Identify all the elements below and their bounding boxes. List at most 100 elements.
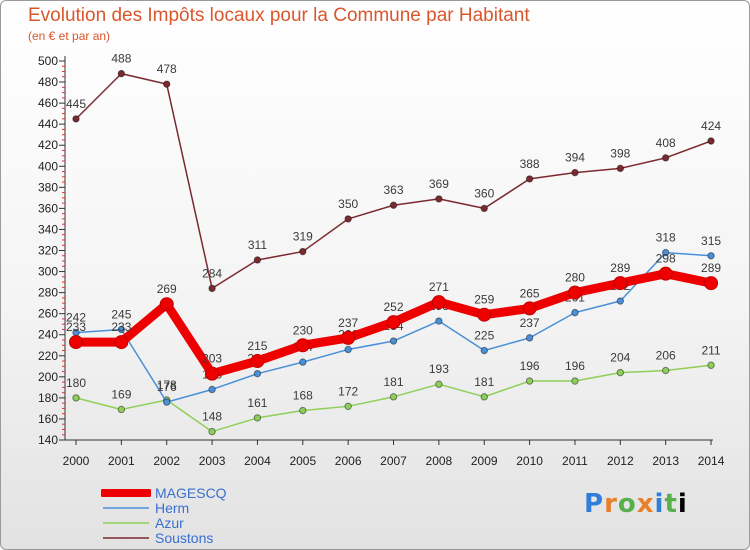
y-tick-label: 220: [38, 349, 58, 363]
point-soustons: [435, 195, 443, 203]
point-azur: [72, 394, 80, 402]
x-tick-label: 2002: [153, 454, 180, 468]
x-tick-label: 2014: [698, 454, 725, 468]
y-tick-label: 260: [38, 307, 58, 321]
x-tick-label: 2007: [380, 454, 407, 468]
x-tick-label: 2009: [471, 454, 498, 468]
data-label-soustons: 284: [202, 266, 222, 280]
y-tick-label: 460: [38, 96, 58, 110]
data-label-magescq: 289: [610, 261, 630, 275]
legend-label-herm: Herm: [155, 500, 190, 516]
point-magescq: [658, 266, 673, 281]
data-label-magescq: 280: [565, 271, 585, 285]
data-label-magescq: 203: [202, 352, 222, 366]
point-magescq: [386, 315, 401, 330]
x-tick-label: 2003: [199, 454, 226, 468]
point-magescq: [613, 276, 628, 291]
x-tick-label: 2006: [335, 454, 362, 468]
point-soustons: [208, 284, 216, 293]
legend-label-soustons: Soustons: [155, 530, 214, 546]
y-tick-label: 360: [38, 201, 58, 215]
data-label-magescq: 271: [429, 280, 449, 294]
point-magescq: [69, 335, 83, 350]
data-label-azur: 206: [656, 349, 676, 363]
data-label-soustons: 424: [701, 119, 721, 133]
point-herm: [117, 325, 126, 334]
y-tick-label: 500: [38, 54, 58, 68]
data-label-herm: 225: [474, 329, 494, 343]
data-label-azur: 169: [111, 387, 131, 401]
x-tick-label: 2001: [108, 454, 135, 468]
data-label-azur: 172: [338, 384, 358, 398]
point-azur: [435, 380, 443, 388]
data-label-herm: 315: [701, 234, 721, 248]
data-label-soustons: 363: [384, 183, 404, 197]
data-label-azur: 181: [474, 375, 494, 389]
point-herm: [163, 398, 171, 406]
y-tick-label: 420: [38, 138, 58, 152]
point-azur: [661, 366, 670, 375]
data-label-soustons: 478: [157, 62, 177, 76]
point-herm: [435, 317, 443, 325]
data-label-soustons: 350: [338, 197, 358, 211]
series-layer: 445 488 478 284 311 319 350 363 369 360 388 394 398 4…: [66, 52, 721, 436]
data-label-soustons: 445: [66, 97, 86, 111]
point-herm: [571, 308, 579, 317]
data-label-azur: 193: [429, 362, 449, 376]
point-magescq: [205, 366, 220, 381]
axes: 140 160 180 200 220 240 260 280 300 320 340 360 380 4…: [38, 54, 725, 468]
point-azur: [571, 377, 579, 385]
data-label-azur: 204: [610, 351, 630, 365]
point-herm: [480, 346, 488, 355]
legend-swatch-azur: [103, 522, 149, 524]
point-azur: [117, 405, 126, 414]
data-label-soustons: 311: [248, 238, 267, 252]
data-label-magescq: 289: [701, 261, 721, 275]
data-label-soustons: 488: [111, 52, 131, 66]
data-label-soustons: 319: [293, 230, 313, 244]
data-label-herm: 242: [66, 311, 86, 325]
point-soustons: [344, 215, 352, 223]
data-label-herm: 318: [656, 231, 676, 245]
data-label-azur: 196: [520, 359, 540, 373]
y-tick-label: 140: [38, 433, 58, 447]
legend-swatch-herm: [103, 507, 149, 509]
point-azur: [389, 393, 398, 401]
data-label-magescq: 237: [338, 316, 358, 330]
data-label-soustons: 369: [429, 177, 449, 191]
data-label-magescq: 269: [157, 282, 177, 296]
point-magescq: [704, 276, 719, 291]
point-magescq: [250, 354, 265, 369]
point-magescq: [159, 297, 174, 312]
point-soustons: [707, 137, 715, 145]
point-soustons: [299, 247, 307, 256]
data-label-magescq: 233: [66, 320, 86, 334]
data-label-soustons: 388: [520, 157, 540, 171]
point-magescq: [567, 285, 582, 300]
data-label-magescq: 298: [656, 252, 676, 266]
x-tick-label: 2010: [516, 454, 543, 468]
data-label-herm: 245: [111, 307, 131, 321]
data-label-herm: 237: [520, 316, 540, 330]
point-soustons: [117, 69, 126, 78]
point-herm: [389, 337, 398, 345]
point-soustons: [253, 256, 262, 264]
point-soustons: [480, 204, 488, 213]
chart-title: Evolution des Impôts locaux pour la Comm…: [28, 5, 530, 26]
y-tick-label: 180: [38, 391, 58, 405]
point-magescq: [341, 330, 356, 345]
data-label-soustons: 398: [610, 146, 630, 160]
point-azur: [253, 414, 262, 422]
point-herm: [707, 252, 715, 260]
point-magescq: [477, 307, 492, 322]
point-magescq: [295, 338, 310, 353]
data-label-soustons: 360: [474, 186, 494, 200]
point-azur: [616, 368, 625, 377]
data-label-magescq: 230: [293, 323, 313, 337]
point-azur: [344, 402, 352, 411]
point-azur: [525, 377, 534, 385]
x-tick-label: 2005: [289, 454, 316, 468]
point-soustons: [571, 168, 579, 177]
series-magescq: 233 233 269 203 215 230 237 252 271 259 265 280 289 2…: [66, 252, 721, 381]
